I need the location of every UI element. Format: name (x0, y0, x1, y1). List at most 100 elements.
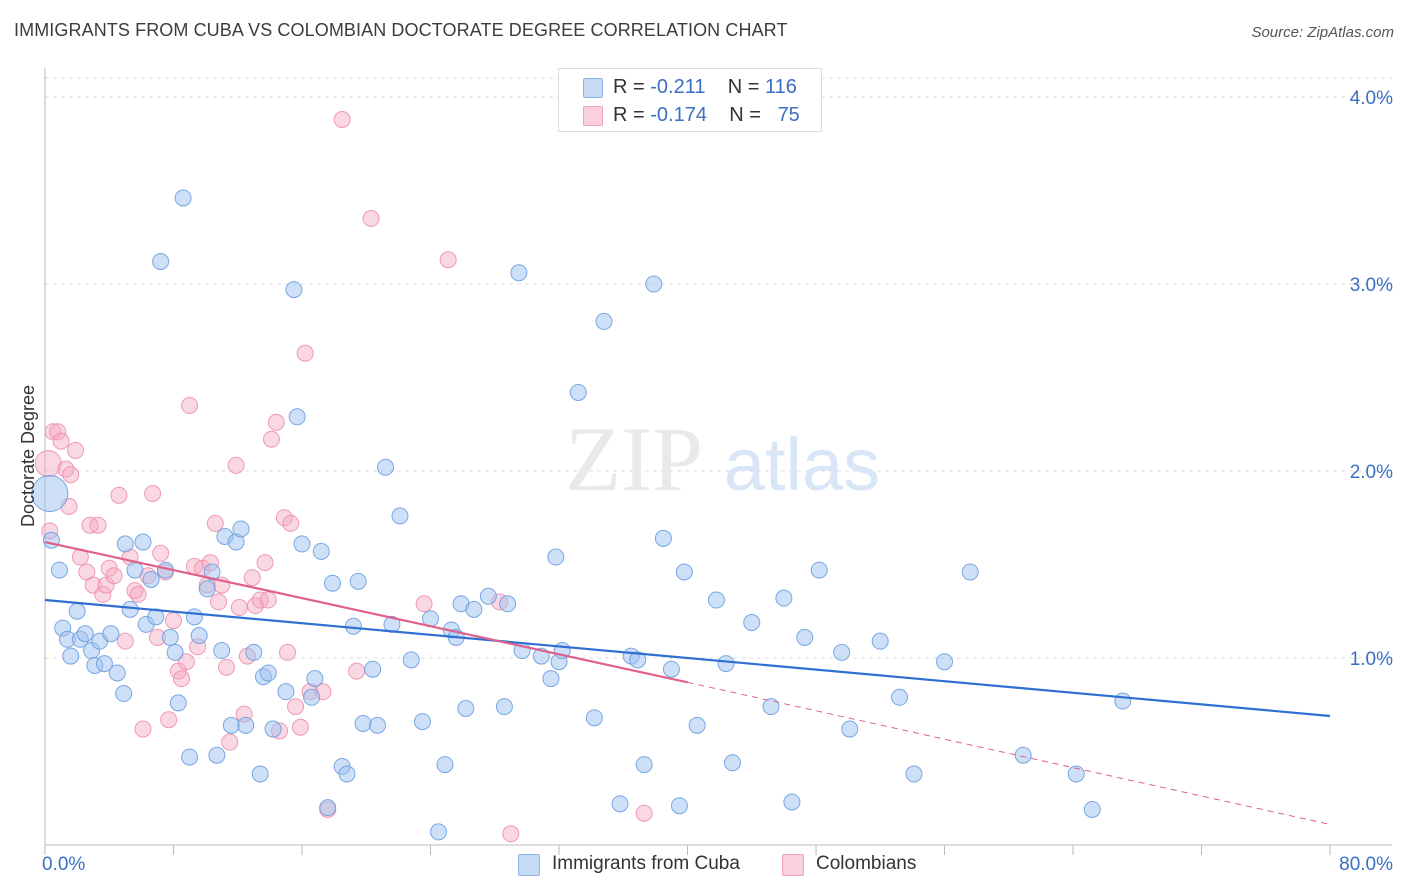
cuba-point (569, 383, 587, 401)
colombians-point (230, 599, 248, 617)
cuba-point (1014, 746, 1032, 764)
cuba-point (190, 627, 208, 645)
series-colombians-points (34, 110, 653, 843)
colombians-point (134, 720, 152, 738)
cuba-point (277, 683, 295, 701)
cuba-point (62, 647, 80, 665)
cuba-point (510, 264, 528, 282)
cuba-point (402, 651, 420, 669)
colombians-point (246, 597, 264, 615)
cuba-point (102, 625, 120, 643)
cuba-point (457, 699, 475, 717)
cuba-point (871, 632, 889, 650)
colombians-point (94, 585, 112, 603)
correlation-legend: R = -0.211 N = 116 R = -0.174 N = 75 (558, 68, 822, 132)
colombians-point (291, 718, 309, 736)
cuba-point (585, 709, 603, 727)
colombians-trend-line (44, 540, 688, 684)
watermark: ZIP atlas (565, 408, 880, 510)
cuba-point (364, 660, 382, 678)
cuba-point (762, 698, 780, 716)
cuba-point (662, 660, 680, 678)
colombians-point (439, 251, 457, 269)
y-tick-label: 3.0% (1350, 275, 1393, 296)
cuba-point (1083, 800, 1101, 818)
colombians-point (362, 210, 380, 228)
cuba-point (293, 535, 311, 553)
cuba-point (203, 563, 221, 581)
colombians-point (221, 733, 239, 751)
cuba-point (76, 625, 94, 643)
colombians-point (282, 514, 300, 532)
colombians-point (181, 397, 199, 415)
cuba-point (936, 653, 953, 671)
cuba-point (707, 591, 725, 609)
cuba-point (891, 688, 909, 706)
cuba-point (654, 529, 672, 547)
colombians-point (296, 344, 314, 362)
cuba-point (115, 685, 133, 703)
colombians-point (415, 595, 433, 613)
cuba-point (161, 628, 179, 646)
cuba-point (717, 655, 735, 673)
cuba-point (810, 561, 828, 579)
cuba-point (259, 664, 277, 682)
cuba-point (413, 713, 431, 731)
cuba-point (841, 720, 859, 738)
colombians-point (34, 450, 62, 478)
cuba-point (1067, 765, 1085, 783)
cuba-point (174, 189, 192, 207)
cuba-point (479, 587, 497, 605)
cuba-point (288, 408, 306, 426)
cuba-point (723, 754, 741, 772)
cuba-point (50, 561, 68, 579)
colombians-point (287, 698, 305, 716)
legend-swatch-cuba (583, 78, 603, 98)
cuba-point (251, 765, 269, 783)
legend-n-value-colombians: 75 (777, 104, 800, 126)
legend-r-value-cuba: -0.211 (650, 76, 706, 98)
colombians-point (165, 612, 182, 630)
legend-n-label: N = (727, 76, 760, 98)
colombians-point (227, 456, 245, 474)
cuba-point (499, 595, 517, 613)
watermark-atlas: atlas (724, 423, 880, 506)
cuba-point (126, 561, 144, 579)
colombians-point (144, 484, 162, 502)
legend-r-label: R = (613, 76, 645, 98)
colombians-point (105, 567, 123, 585)
cuba-point (169, 694, 187, 712)
cuba-point (629, 651, 647, 669)
cuba-point (116, 535, 134, 553)
cuba-point (312, 542, 330, 560)
cuba-point (688, 716, 706, 734)
cuba-point (743, 613, 761, 631)
cuba-point (670, 797, 688, 815)
cuba-point (147, 608, 165, 626)
legend-r-value-colombians: -0.174 (650, 104, 707, 126)
source-label: Source: ZipAtlas.com (1251, 24, 1394, 41)
cuba-point (324, 574, 342, 592)
chart-title: IMMIGRANTS FROM CUBA VS COLOMBIAN DOCTOR… (14, 20, 788, 40)
cuba-point (222, 716, 240, 734)
cuba-point (31, 474, 69, 512)
colombians-point (62, 466, 80, 484)
cuba-point (303, 688, 321, 706)
cuba-point (108, 664, 126, 682)
cuba-point (134, 533, 152, 551)
colombians-point (206, 514, 224, 532)
colombians-point (279, 643, 297, 661)
cuba-point (213, 642, 231, 660)
colombians-point (259, 591, 277, 609)
x-tick-label: 80.0% (1339, 854, 1393, 875)
colombians-point (333, 110, 351, 128)
cuba-point (95, 655, 113, 673)
cuba-point (430, 823, 448, 841)
colombians-point (57, 460, 75, 478)
cuba-point (833, 643, 851, 661)
cuba-point (338, 765, 356, 783)
colombians-point (152, 544, 170, 562)
cuba-point (208, 746, 226, 764)
cuba-point (181, 748, 199, 766)
cuba-point (595, 312, 613, 330)
